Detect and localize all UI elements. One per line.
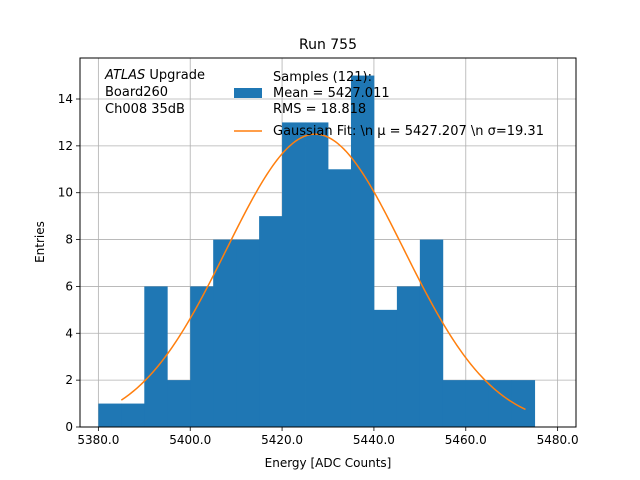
legend-samples-line: Samples (121): bbox=[273, 70, 372, 85]
annotation-text: Upgrade bbox=[145, 68, 205, 83]
axis-ticks: 5380.0 5400.0 5420.0 5440.0 5460.0 5480.0 0 2 4 6… bbox=[58, 92, 579, 447]
histogram-bar bbox=[167, 380, 191, 427]
x-axis-label: Energy [ADC Counts] bbox=[265, 456, 392, 470]
y-tick-label: 14 bbox=[58, 92, 73, 106]
histogram-bar bbox=[121, 403, 145, 427]
histogram-bar bbox=[190, 286, 214, 427]
histogram-bar bbox=[98, 403, 122, 427]
x-tick-label: 5440.0 bbox=[353, 433, 395, 447]
histogram-bar bbox=[282, 122, 306, 427]
histogram-bar bbox=[396, 286, 421, 427]
histogram-bar bbox=[144, 286, 168, 427]
histogram-bars bbox=[98, 75, 536, 428]
legend-samples-label: Samples (121): Mean = 5427.011 RMS = 18.… bbox=[273, 70, 390, 117]
histogram-bar bbox=[305, 122, 329, 427]
legend-fit-label: Gaussian Fit: \n μ = 5427.207 \n σ=19.31 bbox=[273, 124, 544, 139]
y-tick-label: 10 bbox=[58, 186, 73, 200]
x-tick-label: 5480.0 bbox=[537, 433, 579, 447]
histogram-bar bbox=[419, 239, 444, 427]
fit-line bbox=[120, 133, 526, 411]
histogram-bar bbox=[259, 216, 283, 427]
annotation-italic: ATLAS bbox=[104, 68, 145, 83]
y-tick-label: 0 bbox=[65, 420, 73, 434]
histogram-bar bbox=[373, 309, 398, 427]
chart-title: Run 755 bbox=[299, 37, 357, 53]
x-tick-label: 5380.0 bbox=[77, 433, 119, 447]
histogram-bar bbox=[328, 169, 352, 428]
x-tick-label: 5460.0 bbox=[445, 433, 487, 447]
y-tick-label: 8 bbox=[65, 233, 73, 247]
histogram-bar bbox=[236, 239, 260, 427]
x-tick-label: 5420.0 bbox=[261, 433, 303, 447]
histogram-bar bbox=[465, 380, 490, 427]
atlas-annotation: ATLAS Upgrade Board260 Ch008 35dB bbox=[104, 68, 205, 117]
legend-samples-line: Mean = 5427.011 bbox=[273, 86, 390, 101]
histogram-bar bbox=[511, 380, 536, 427]
y-tick-label: 6 bbox=[65, 279, 73, 293]
legend-samples-swatch bbox=[234, 88, 262, 98]
annotation-text: Board260 bbox=[105, 85, 168, 100]
histogram-bar bbox=[213, 239, 237, 427]
histogram-bar bbox=[442, 380, 467, 427]
histogram-bar bbox=[488, 380, 513, 427]
annotation-line: ATLAS Upgrade bbox=[104, 68, 205, 83]
y-axis-label: Entries bbox=[33, 221, 47, 263]
gaussian-fit-curve bbox=[120, 133, 526, 411]
annotation-line: Ch008 35dB bbox=[105, 102, 185, 117]
y-tick-label: 12 bbox=[58, 139, 73, 153]
legend-fit-line: Gaussian Fit: \n μ = 5427.207 \n σ=19.31 bbox=[273, 124, 544, 139]
legend-samples-line: RMS = 18.818 bbox=[273, 102, 366, 117]
annotation-text: Ch008 35dB bbox=[105, 102, 185, 117]
legend: Samples (121): Mean = 5427.011 RMS = 18.… bbox=[234, 70, 544, 139]
y-tick-label: 2 bbox=[65, 373, 73, 387]
x-tick-label: 5400.0 bbox=[169, 433, 211, 447]
annotation-line: Board260 bbox=[105, 85, 168, 100]
axes-frame bbox=[79, 57, 577, 428]
y-tick-label: 4 bbox=[65, 326, 73, 340]
